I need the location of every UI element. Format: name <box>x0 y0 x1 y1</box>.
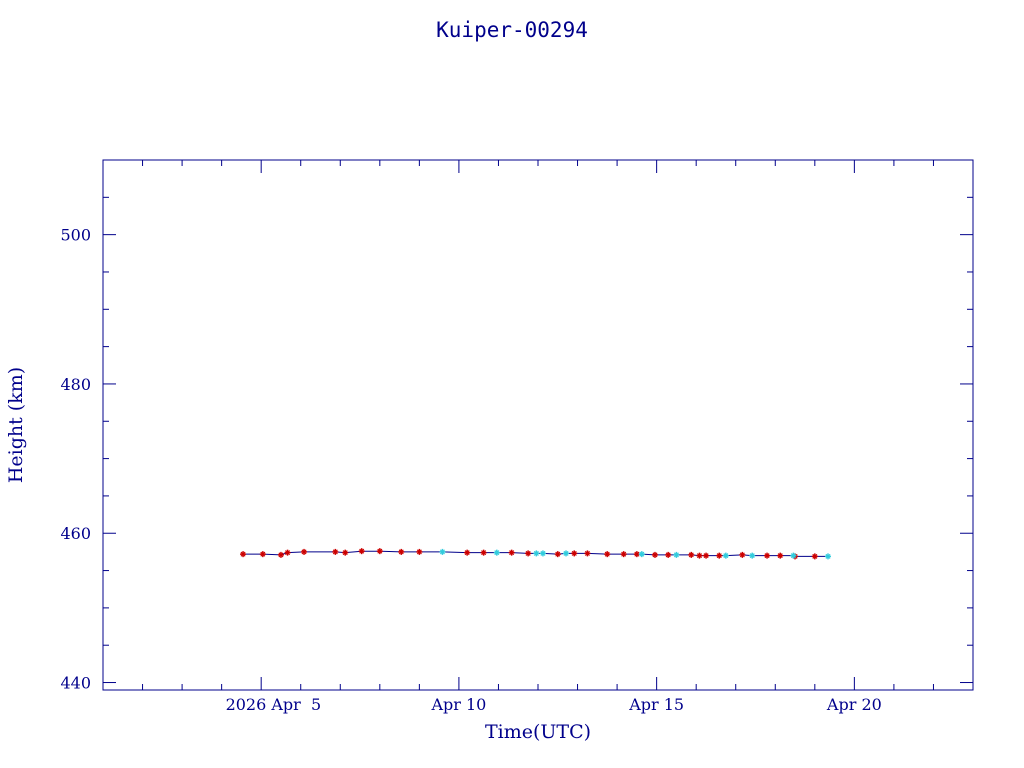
data-point-red <box>480 549 487 556</box>
data-point-red <box>696 552 703 559</box>
data-point-red <box>332 548 339 555</box>
data-point-red <box>811 553 818 560</box>
data-point-red <box>620 551 627 558</box>
y-tick-label: 440 <box>60 674 91 693</box>
series-layer <box>240 548 831 560</box>
data-point-red <box>525 550 532 557</box>
x-tick-label: Apr 15 <box>628 695 684 714</box>
data-point-red <box>284 549 291 556</box>
data-point-red <box>604 551 611 558</box>
x-tick-label: Apr 20 <box>826 695 882 714</box>
tick-labels: 440 460 480 500 2026 Apr 5 Apr 10 Apr 15 Apr 20 <box>60 226 881 714</box>
data-point-cyan <box>533 550 540 557</box>
axis-ticks <box>103 159 973 690</box>
data-point-cyan <box>638 551 645 558</box>
y-tick-label: 480 <box>60 375 91 394</box>
data-point-cyan <box>539 550 546 557</box>
data-point-red <box>416 548 423 555</box>
chart-title: Kuiper-00294 <box>436 18 588 42</box>
plot-frame <box>102 159 974 691</box>
data-point-red <box>739 551 746 558</box>
data-point-red <box>665 551 672 558</box>
data-point-red <box>240 551 247 558</box>
data-point-red <box>554 551 561 558</box>
data-point-red <box>398 548 405 555</box>
data-point-cyan <box>439 548 446 555</box>
data-point-red <box>259 551 266 558</box>
data-point-red <box>464 549 471 556</box>
data-point-red <box>716 552 723 559</box>
data-point-red <box>764 552 771 559</box>
data-point-red <box>301 548 308 555</box>
data-point-cyan <box>790 552 797 559</box>
data-point-red <box>571 550 578 557</box>
data-point-red <box>651 551 658 558</box>
y-axis-label: Height (km) <box>5 367 27 483</box>
data-point-cyan <box>493 549 500 556</box>
x-tick-label: 2026 Apr 5 <box>226 695 322 714</box>
data-point-red <box>688 551 695 558</box>
data-point-cyan <box>563 550 570 557</box>
data-point-red <box>342 549 349 556</box>
data-point-red <box>277 551 284 558</box>
data-point-red <box>508 549 515 556</box>
data-point-cyan <box>749 552 756 559</box>
data-point-red <box>358 548 365 555</box>
data-point-red <box>376 548 383 555</box>
x-tick-label: Apr 10 <box>430 695 486 714</box>
data-point-cyan <box>722 552 729 559</box>
data-point-red <box>777 552 784 559</box>
y-tick-label: 500 <box>60 226 91 245</box>
data-point-cyan <box>825 553 831 560</box>
data-point-cyan <box>673 551 680 558</box>
data-point-red <box>584 550 591 557</box>
y-tick-label: 460 <box>60 524 91 543</box>
data-point-red <box>703 552 710 559</box>
x-axis-label: Time(UTC) <box>485 721 591 743</box>
